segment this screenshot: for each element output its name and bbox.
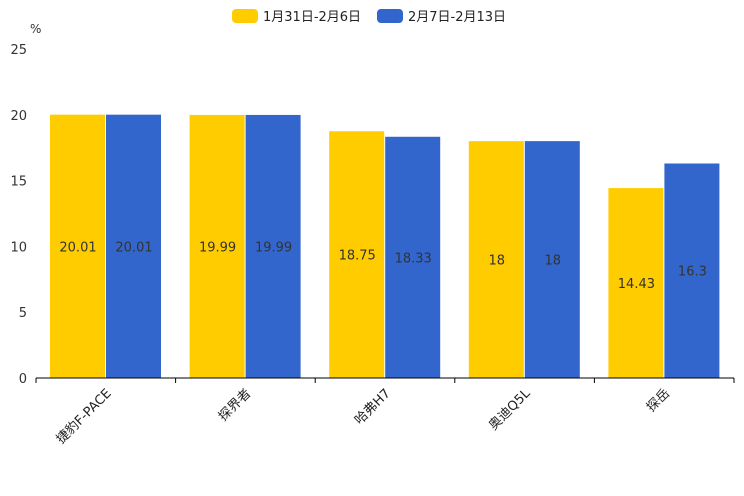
legend-label[interactable]: 1月31日-2月6日 bbox=[263, 10, 361, 25]
legend-swatch[interactable] bbox=[377, 9, 403, 23]
x-tick-label: 奥迪Q5L bbox=[486, 386, 534, 434]
data-label: 16.3 bbox=[678, 265, 707, 280]
data-label: 18 bbox=[545, 254, 562, 269]
data-label: 19.99 bbox=[199, 240, 236, 255]
bar bbox=[608, 188, 664, 378]
data-label: 18.33 bbox=[395, 251, 432, 266]
y-tick-label: 0 bbox=[19, 372, 27, 387]
y-tick-label: 15 bbox=[10, 175, 27, 190]
x-tick-label: 探界者 bbox=[216, 386, 254, 424]
legend-label[interactable]: 2月7日-2月13日 bbox=[408, 10, 506, 25]
legend-swatch[interactable] bbox=[232, 9, 258, 23]
data-label: 18 bbox=[489, 254, 506, 269]
data-label: 14.43 bbox=[618, 277, 655, 292]
y-tick-label: 20 bbox=[10, 109, 27, 124]
y-axis-unit: % bbox=[30, 22, 41, 36]
bar bbox=[524, 141, 580, 378]
bar bbox=[50, 114, 105, 379]
y-tick-label: 25 bbox=[10, 43, 27, 58]
x-tick-label: 哈弗H7 bbox=[352, 386, 394, 428]
data-label: 19.99 bbox=[255, 240, 292, 255]
bar bbox=[189, 114, 245, 378]
bar bbox=[468, 141, 524, 378]
x-tick-label: 探岳 bbox=[644, 386, 673, 415]
y-tick-label: 10 bbox=[10, 240, 27, 255]
bar bbox=[664, 163, 720, 378]
bar bbox=[245, 114, 301, 378]
bar bbox=[385, 136, 441, 378]
bar bbox=[106, 114, 161, 379]
data-label: 18.75 bbox=[339, 249, 376, 264]
x-tick-label: 捷豹F-PACE bbox=[54, 386, 115, 447]
data-label: 20.01 bbox=[59, 240, 96, 255]
y-tick-label: 5 bbox=[19, 306, 27, 321]
data-label: 20.01 bbox=[115, 240, 152, 255]
bar bbox=[329, 131, 385, 378]
